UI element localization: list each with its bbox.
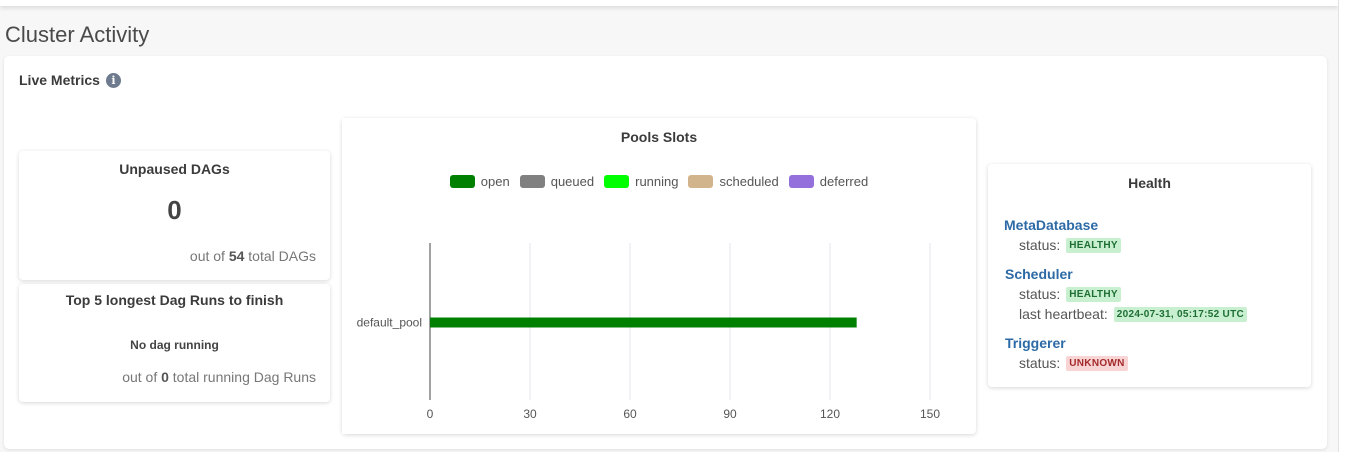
longest-dag-runs-card: Top 5 longest Dag Runs to finish No dag … xyxy=(19,284,330,402)
x-tick-label: 0 xyxy=(427,407,434,421)
running-dag-runs-total: out of 0 total running Dag Runs xyxy=(122,369,316,385)
chart-legend: open queued running scheduled deferred xyxy=(342,174,976,189)
info-icon[interactable]: i xyxy=(105,72,121,88)
unpaused-dags-count: 0 xyxy=(167,195,182,225)
no-dag-running-text: No dag running xyxy=(130,338,219,352)
scheduler-heartbeat-row: last heartbeat: 2024-07-31, 05:17:52 UTC xyxy=(1019,306,1248,322)
pools-slots-card: Pools Slots open queued running scheduled de… xyxy=(342,118,976,434)
pools-slots-title: Pools Slots xyxy=(620,129,698,145)
scheduler-heartbeat-label: last heartbeat: xyxy=(1019,306,1108,322)
health-title: Health xyxy=(1128,175,1171,191)
health-card: Health MetaDatabase status: HEALTHY Sche… xyxy=(988,164,1311,387)
legend-swatch-scheduled xyxy=(688,175,714,188)
longest-suffix: total running Dag Runs xyxy=(172,369,316,385)
live-metrics-title: Live Metrics xyxy=(19,72,100,88)
legend-label-scheduled: scheduled xyxy=(719,174,779,189)
x-tick-label: 90 xyxy=(723,407,737,421)
pools-slots-chart: 0 30 60 90 120 150 default_pool xyxy=(342,118,940,434)
x-tick-label: 30 xyxy=(523,407,537,421)
metadatabase-status-label: status: xyxy=(1019,237,1061,253)
legend-label-open: open xyxy=(480,174,510,189)
live-metrics-heading: Live Metrics i xyxy=(19,72,121,88)
unpaused-prefix: out of xyxy=(189,248,225,264)
x-tick-label: 60 xyxy=(623,407,637,421)
legend-item-queued[interactable]: queued xyxy=(519,174,595,189)
scheduler-label: Scheduler xyxy=(1005,266,1073,282)
top-bar-shadow xyxy=(0,0,1338,6)
longest-prefix: out of xyxy=(122,369,158,385)
scheduler-heartbeat-badge: 2024-07-31, 05:17:52 UTC xyxy=(1113,306,1248,322)
legend-item-deferred[interactable]: deferred xyxy=(788,174,869,189)
legend-swatch-open xyxy=(449,175,475,188)
triggerer-label: Triggerer xyxy=(1005,335,1066,351)
legend-item-open[interactable]: open xyxy=(449,174,510,189)
page-title: Cluster Activity xyxy=(5,22,150,47)
scheduler-status-label: status: xyxy=(1019,286,1061,302)
scheduler-status-badge: HEALTHY xyxy=(1066,286,1121,302)
unpaused-suffix: total DAGs xyxy=(248,248,316,264)
metadatabase-status-badge: HEALTHY xyxy=(1066,237,1121,253)
legend-label-deferred: deferred xyxy=(819,174,869,189)
y-category-label: default_pool xyxy=(357,316,422,330)
metadatabase-label: MetaDatabase xyxy=(1004,217,1099,233)
legend-label-running: running xyxy=(635,174,679,189)
legend-label-queued: queued xyxy=(550,174,595,189)
legend-swatch-deferred xyxy=(788,175,814,188)
chart-left-clip xyxy=(342,118,357,434)
unpaused-total-count: 54 xyxy=(228,248,245,264)
metadatabase-status-row: status: HEALTHY xyxy=(1019,237,1121,253)
longest-dag-runs-title: Top 5 longest Dag Runs to finish xyxy=(65,292,284,308)
triggerer-status-badge: UNKNOWN xyxy=(1066,355,1128,371)
legend-item-running[interactable]: running xyxy=(604,174,678,189)
unpaused-dags-total: out of 54 total DAGs xyxy=(190,248,316,264)
triggerer-status-label: status: xyxy=(1019,355,1061,371)
bar-open-default_pool xyxy=(430,317,857,328)
scrollbar[interactable] xyxy=(1338,0,1345,452)
x-tick-label: 150 xyxy=(920,407,940,421)
unpaused-dags-card: Unpaused DAGs 0 out of 54 total DAGs xyxy=(19,151,330,280)
legend-swatch-running xyxy=(604,175,630,188)
x-tick-label: 120 xyxy=(820,407,840,421)
legend-item-scheduled[interactable]: scheduled xyxy=(688,174,779,189)
unpaused-dags-title: Unpaused DAGs xyxy=(119,161,230,177)
triggerer-status-row: status: UNKNOWN xyxy=(1019,355,1128,371)
scheduler-status-row: status: HEALTHY xyxy=(1019,286,1121,302)
legend-swatch-queued xyxy=(519,175,545,188)
longest-total-count: 0 xyxy=(161,369,169,385)
